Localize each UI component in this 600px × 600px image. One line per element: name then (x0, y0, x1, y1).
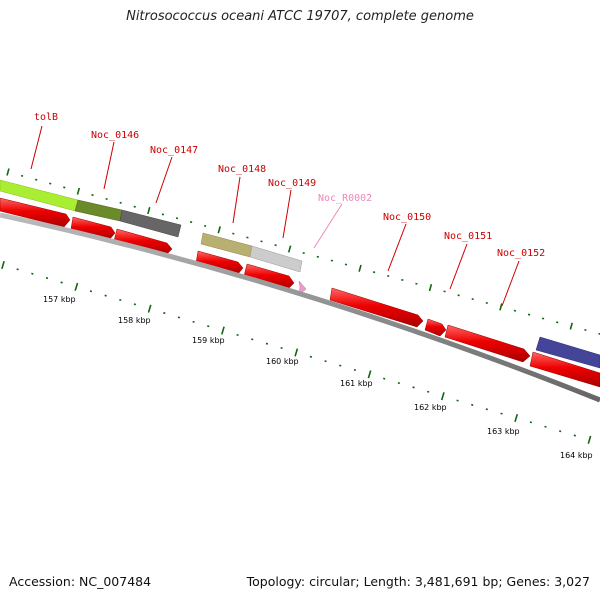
upper-tick-minor (203, 224, 207, 228)
kbp-tick-major (367, 370, 372, 379)
cog-segment-Noc_0147 (119, 209, 182, 238)
upper-tick-minor (527, 313, 531, 316)
cds-arrow-Noc_0149 (243, 263, 295, 290)
gene-label-Noc_0147: Noc_0147 (150, 145, 198, 156)
accession-text: Accession: NC_007484 (9, 574, 152, 589)
upper-tick-major (287, 245, 292, 253)
cog-segment-Noc_0146 (74, 199, 123, 222)
upper-tick-major (358, 264, 362, 272)
gene-label-Noc_0152: Noc_0152 (497, 248, 545, 259)
upper-tick-minor (133, 205, 136, 208)
kbp-tick-minor (104, 294, 107, 297)
kbp-tick-minor (324, 360, 327, 363)
upper-tick-minor (513, 309, 517, 312)
cds-arrow-Noc_0150 (329, 287, 424, 328)
kbp-tick-major (587, 435, 592, 444)
kbp-tick-minor (339, 364, 342, 367)
upper-tick-major (499, 303, 503, 311)
kbp-tick-minor (529, 421, 533, 424)
kbp-tick-major (440, 392, 445, 401)
gene-label-tolB: tolB (34, 112, 58, 123)
kbp-label-159: 159 kbp (192, 336, 225, 345)
upper-tick-minor (443, 290, 446, 293)
kbp-tick-minor (485, 408, 489, 411)
cds-arrow-Noc_0151 (444, 324, 531, 363)
leader-Noc_0147 (155, 156, 173, 204)
upper-tick-major (428, 283, 433, 292)
upper-tick-minor (49, 182, 52, 185)
kbp-label-162: 162 kbp (414, 403, 447, 412)
gene-label-Noc_0151: Noc_0151 (444, 231, 492, 242)
kbp-label-158: 158 kbp (118, 316, 151, 325)
upper-tick-minor (119, 201, 122, 204)
cds-arrow-Noc_0146 (70, 216, 116, 240)
kbp-tick-minor (573, 434, 577, 437)
upper-tick-track (6, 168, 600, 335)
kbp-tick-major (294, 348, 299, 357)
kbp-label-161: 161 kbp (340, 379, 373, 388)
kbp-tick-minor (412, 386, 415, 389)
cds-arrow-Noc_0147 (113, 228, 173, 256)
leader-Noc_R0002 (313, 203, 343, 249)
kbp-tick-minor (207, 325, 210, 328)
cds-arrow-Noc_0150b (424, 318, 447, 337)
leader-Noc_0151 (449, 243, 468, 290)
cog-segment-Noc_0148 (200, 232, 253, 258)
kbp-tick-minor (16, 268, 19, 271)
gene-label-Noc_0148: Noc_0148 (218, 164, 266, 175)
cds-arrow-Noc_0152 (529, 351, 600, 388)
kbp-tick-major (514, 413, 519, 423)
kbp-tick-major (1, 260, 5, 270)
cog-segment-Noc_0149 (249, 245, 303, 273)
kbp-tick-minor (558, 430, 562, 433)
kbp-tick-minor (31, 272, 34, 275)
cds-arrow-tolB (0, 197, 71, 228)
gene-label-Noc_0146: Noc_0146 (91, 130, 139, 141)
upper-tick-major (147, 206, 151, 215)
gene-label-Noc_0150: Noc_0150 (383, 212, 431, 223)
gene-label-Noc_R0002: Noc_R0002 (318, 193, 372, 204)
leader-Noc_0149 (282, 189, 292, 239)
upper-tick-major (6, 168, 10, 176)
gene-label-Noc_0149: Noc_0149 (268, 178, 316, 189)
kbp-tick-major (147, 304, 152, 313)
leader-tolB (30, 125, 43, 170)
label-leaders (30, 125, 520, 307)
kbp-label-164: 164 kbp (560, 451, 593, 460)
kbp-tick-minor (60, 281, 63, 284)
upper-tick-major (569, 322, 573, 330)
kbp-tick-major (74, 282, 79, 291)
kbp-tick-minor (251, 338, 254, 341)
kbp-label-160: 160 kbp (266, 357, 299, 366)
leader-Noc_0146 (103, 141, 115, 190)
kbp-tick-minor (89, 290, 93, 293)
topology-summary-text: Topology: circular; Length: 3,481,691 bp… (246, 574, 590, 589)
kbp-label-157: 157 kbp (43, 295, 76, 304)
kbp-tick-minor (456, 399, 459, 402)
cog-segment-Noc_0152 (535, 336, 600, 369)
leader-Noc_0148 (232, 176, 241, 224)
genome-backbone (0, 212, 600, 403)
kbp-tick-minor (397, 381, 401, 385)
leader-Noc_0152 (501, 260, 520, 307)
kbp-label-163: 163 kbp (487, 427, 520, 436)
upper-tick-major (76, 187, 81, 195)
kbp-tick-minor (177, 316, 181, 319)
kbp-tick-track (1, 260, 592, 444)
leader-Noc_0150 (387, 223, 407, 272)
kbp-tick-major (221, 326, 225, 335)
map-title: Nitrosococcus oceani ATCC 19707, complet… (126, 9, 474, 24)
upper-tick-major (217, 226, 221, 234)
kbp-tick-minor (133, 303, 137, 306)
